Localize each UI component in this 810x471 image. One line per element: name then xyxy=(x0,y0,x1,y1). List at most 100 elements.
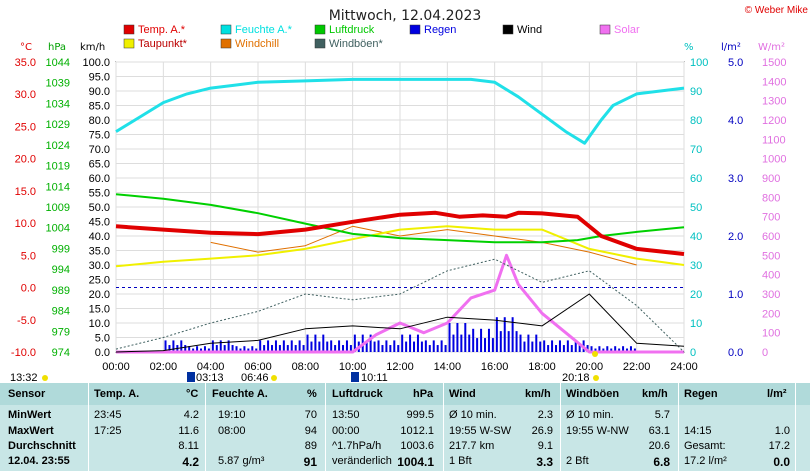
copyright-text: © Weber Mike xyxy=(745,5,809,16)
header-gust: Windböen xyxy=(566,388,620,400)
table-cell-wind-t: Ø 10 min. xyxy=(449,409,497,421)
x-tick-label: 06:00 xyxy=(244,361,272,373)
rain-bar xyxy=(168,345,171,352)
wind-tick-label: 0.0 xyxy=(95,347,110,359)
temp-tick-label: 5.0 xyxy=(21,250,36,262)
table-cell-rain-v: 1.0 xyxy=(774,425,790,437)
x-tick-label: 16:00 xyxy=(481,361,509,373)
table-cell-rain-t: Gesamt: xyxy=(684,440,726,452)
rain-bar xyxy=(531,341,534,352)
pressure-tick-label: 1034 xyxy=(46,98,70,110)
rain-bar xyxy=(286,345,289,352)
rain-tick-label: 3.0 xyxy=(728,173,743,185)
rain-bar xyxy=(393,340,396,352)
series-line-luftdruck xyxy=(115,193,685,244)
rain-bar xyxy=(231,345,234,352)
rain-bar xyxy=(322,334,325,352)
rain-bar xyxy=(369,334,372,352)
legend-swatch xyxy=(599,24,611,35)
rain-bar xyxy=(349,345,352,352)
table-cell-wind-v: 26.9 xyxy=(531,425,553,437)
rain-bar xyxy=(551,340,554,352)
rain-bar xyxy=(590,346,593,352)
legend-swatch xyxy=(123,38,135,49)
wind-tick-label: 85.0 xyxy=(89,101,110,113)
rain-bar xyxy=(302,345,305,352)
pressure-tick-label: 989 xyxy=(52,285,70,297)
solar-tick-label: 1100 xyxy=(762,134,786,146)
rain-bar xyxy=(223,345,226,352)
table-cell-label: MinWert xyxy=(8,409,52,421)
moonrise-time: 03:13 xyxy=(196,372,224,383)
legend-label: Regen xyxy=(424,24,456,36)
rain-bar xyxy=(247,348,250,352)
rain-bar xyxy=(203,346,206,352)
rain-bar xyxy=(353,334,356,352)
table-cell-temp-t: 17:25 xyxy=(94,425,122,437)
table-cell-gust-t: Ø 10 min. xyxy=(566,409,614,421)
rain-bar xyxy=(334,345,337,352)
wind-tick-label: 50.0 xyxy=(89,202,110,214)
pressure-tick-label: 1029 xyxy=(46,119,70,131)
rain-bar xyxy=(164,340,167,352)
wind-tick-label: 60.0 xyxy=(89,173,110,185)
solar-tick-label: 1200 xyxy=(762,115,786,127)
rain-tick-label: 5.0 xyxy=(728,57,743,69)
table-cell-hum-v: 89 xyxy=(304,440,317,452)
header-temp-unit: °C xyxy=(186,388,199,400)
legend-swatch xyxy=(220,38,232,49)
table-cell-wind-t: 217.7 km xyxy=(449,440,495,452)
table-cell-hum-t: 19:10 xyxy=(218,409,246,421)
table-cell-hum-v: 91 xyxy=(303,455,317,469)
rain-bar xyxy=(452,334,455,352)
solar-tick-label: 900 xyxy=(762,173,780,185)
table-cell-wind-v: 9.1 xyxy=(537,440,553,452)
rain-bar xyxy=(626,348,629,352)
rain-bar xyxy=(515,331,518,352)
rain-bar xyxy=(480,328,483,352)
solar-tick-label: 1400 xyxy=(762,76,786,88)
rain-bar xyxy=(444,345,447,352)
solar-tick-label: 100 xyxy=(762,328,780,340)
rain-bar xyxy=(215,345,218,352)
table-cell-press-t: 13:50 xyxy=(332,409,360,421)
header-temp: Temp. A. xyxy=(94,388,140,400)
table-cell-temp-v: 11.6 xyxy=(178,425,199,437)
wind-tick-label: 70.0 xyxy=(89,144,110,156)
wind-tick-label: 40.0 xyxy=(89,231,110,243)
table-cell-rain-v: 17.2 xyxy=(768,440,790,452)
header-pressure-unit: hPa xyxy=(413,388,434,400)
rain-bar xyxy=(263,345,266,352)
rain-bar xyxy=(558,340,561,352)
rain-bar xyxy=(192,348,195,352)
table-cell-label: Durchschnitt xyxy=(8,440,76,452)
rain-bar xyxy=(235,346,238,352)
pressure-tick-label: 974 xyxy=(52,347,70,359)
pressure-tick-label: 1004 xyxy=(46,223,70,235)
solar-tick-label: 400 xyxy=(762,270,780,282)
wind-tick-label: 30.0 xyxy=(89,260,110,272)
rain-bar xyxy=(484,338,487,352)
rain-bar xyxy=(251,346,254,352)
pressure-tick-label: 984 xyxy=(52,306,70,318)
moonrise-icon xyxy=(187,372,195,382)
pressure-tick-label: 1014 xyxy=(46,181,70,193)
table-cell-press-v: 1012.1 xyxy=(400,425,434,437)
rain-bar xyxy=(539,341,542,352)
rain-tick-label: 2.0 xyxy=(728,231,743,243)
x-tick-label: 04:00 xyxy=(197,361,225,373)
rain-bar xyxy=(188,346,191,352)
legend-label: Windböen* xyxy=(329,38,384,50)
rain-bar xyxy=(330,340,333,352)
rain-bar xyxy=(507,331,510,352)
x-tick-label: 14:00 xyxy=(434,361,462,373)
legend-swatch xyxy=(314,24,326,35)
rain-bar xyxy=(306,334,309,352)
temp-tick-label: -5.0 xyxy=(17,315,36,327)
solar-tick-label: 600 xyxy=(762,231,780,243)
solar-tick-label: 300 xyxy=(762,289,780,301)
rain-bar xyxy=(464,323,467,352)
humidity-tick-label: 50 xyxy=(690,202,702,214)
table-cell-gust-t: 2 Bft xyxy=(566,455,589,467)
sunrise-time: 06:46 xyxy=(241,372,269,383)
